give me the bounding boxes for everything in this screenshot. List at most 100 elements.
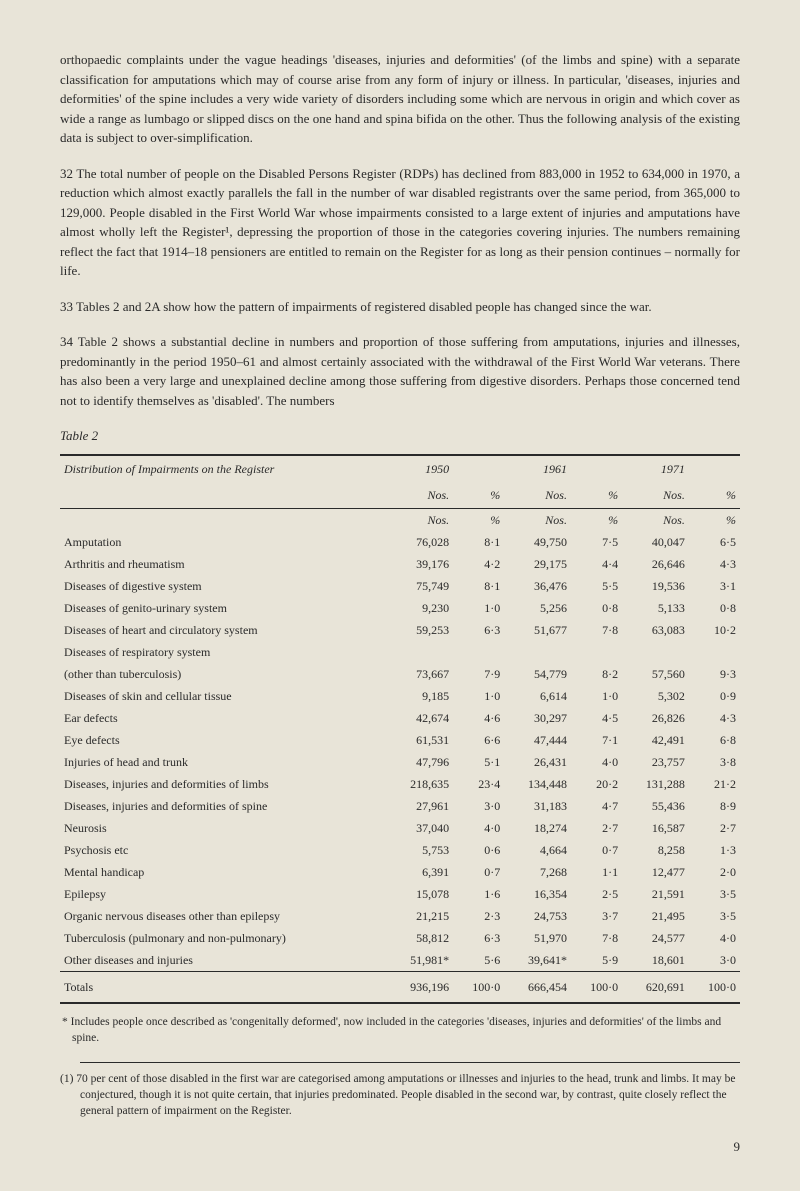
subhead: % — [689, 482, 740, 509]
data-cell: 26,431 — [504, 751, 571, 773]
data-cell: 6·6 — [453, 729, 504, 751]
data-cell: 3·5 — [689, 883, 740, 905]
totals-cell: 666,454 — [504, 971, 571, 1003]
data-cell: 75,749 — [386, 575, 453, 597]
table-row: Organic nervous diseases other than epil… — [60, 905, 740, 927]
data-cell: 4·5 — [571, 707, 622, 729]
data-cell — [689, 641, 740, 663]
subhead: % — [453, 482, 504, 509]
data-cell: 0·8 — [689, 597, 740, 619]
data-cell: 6·5 — [689, 531, 740, 553]
data-cell: 4·0 — [453, 817, 504, 839]
data-cell: 3·0 — [453, 795, 504, 817]
data-cell: 55,436 — [622, 795, 689, 817]
table-row: Psychosis etc5,7530·64,6640·78,2581·3 — [60, 839, 740, 861]
data-cell: 15,078 — [386, 883, 453, 905]
paragraph-3: 33 Tables 2 and 2A show how the pattern … — [60, 297, 740, 317]
data-cell: 5·5 — [571, 575, 622, 597]
totals-cell: 100·0 — [453, 971, 504, 1003]
subhead: Nos. — [622, 482, 689, 509]
data-cell: 57,560 — [622, 663, 689, 685]
data-cell: 19,536 — [622, 575, 689, 597]
data-cell: 18,274 — [504, 817, 571, 839]
row-label: Amputation — [60, 531, 386, 553]
data-cell: 5,133 — [622, 597, 689, 619]
data-cell: 1·0 — [571, 685, 622, 707]
data-cell: 4·2 — [453, 553, 504, 575]
data-cell: 2·3 — [453, 905, 504, 927]
totals-cell: 620,691 — [622, 971, 689, 1003]
data-cell: 131,288 — [622, 773, 689, 795]
data-cell: 42,491 — [622, 729, 689, 751]
unit: Nos. — [622, 508, 689, 531]
data-cell: 3·1 — [689, 575, 740, 597]
data-cell: 54,779 — [504, 663, 571, 685]
table-row: Neurosis37,0404·018,2742·716,5872·7 — [60, 817, 740, 839]
table-row: Diseases, injuries and deformities of li… — [60, 773, 740, 795]
row-label: Arthritis and rheumatism — [60, 553, 386, 575]
table-row: Diseases of digestive system75,7498·136,… — [60, 575, 740, 597]
data-cell: 4,664 — [504, 839, 571, 861]
data-cell: 1·3 — [689, 839, 740, 861]
row-label: Psychosis etc — [60, 839, 386, 861]
data-cell: 1·0 — [453, 685, 504, 707]
data-cell: 4·0 — [571, 751, 622, 773]
data-cell: 10·2 — [689, 619, 740, 641]
data-cell: 29,175 — [504, 553, 571, 575]
data-cell: 4·6 — [453, 707, 504, 729]
row-label: Eye defects — [60, 729, 386, 751]
table-row: Tuberculosis (pulmonary and non-pulmonar… — [60, 927, 740, 949]
data-cell: 9,230 — [386, 597, 453, 619]
data-cell: 7·8 — [571, 927, 622, 949]
data-cell: 16,354 — [504, 883, 571, 905]
table-row: Diseases of genito-urinary system9,2301·… — [60, 597, 740, 619]
table-row: Injuries of head and trunk47,7965·126,43… — [60, 751, 740, 773]
table-title: Distribution of Impairments on the Regis… — [60, 455, 386, 482]
data-cell: 4·0 — [689, 927, 740, 949]
data-cell: 4·3 — [689, 553, 740, 575]
totals-cell: 100·0 — [689, 971, 740, 1003]
totals-cell: 100·0 — [571, 971, 622, 1003]
data-cell: 8,258 — [622, 839, 689, 861]
col-year-1971: 1971 — [622, 455, 689, 482]
data-cell: 3·8 — [689, 751, 740, 773]
table-row: Other diseases and injuries51,981*5·639,… — [60, 949, 740, 972]
unit: % — [689, 508, 740, 531]
data-cell: 7·1 — [571, 729, 622, 751]
data-cell: 21,591 — [622, 883, 689, 905]
data-cell: 63,083 — [622, 619, 689, 641]
col-year-1950: 1950 — [386, 455, 453, 482]
data-cell: 6·3 — [453, 619, 504, 641]
data-cell: 21·2 — [689, 773, 740, 795]
row-label: Injuries of head and trunk — [60, 751, 386, 773]
data-cell: 26,646 — [622, 553, 689, 575]
data-cell: 3·0 — [689, 949, 740, 972]
data-cell: 47,444 — [504, 729, 571, 751]
data-cell: 58,812 — [386, 927, 453, 949]
data-cell: 5,302 — [622, 685, 689, 707]
data-cell — [386, 641, 453, 663]
row-label: Epilepsy — [60, 883, 386, 905]
data-cell: 0·7 — [571, 839, 622, 861]
data-cell: 3·7 — [571, 905, 622, 927]
data-cell — [453, 641, 504, 663]
data-cell: 9,185 — [386, 685, 453, 707]
data-cell: 24,753 — [504, 905, 571, 927]
data-cell: 7,268 — [504, 861, 571, 883]
data-cell: 0·8 — [571, 597, 622, 619]
row-label: Diseases, injuries and deformities of li… — [60, 773, 386, 795]
data-cell: 0·6 — [453, 839, 504, 861]
data-cell: 6·3 — [453, 927, 504, 949]
row-label: Diseases of heart and circulatory system — [60, 619, 386, 641]
table-row: Ear defects42,6744·630,2974·526,8264·3 — [60, 707, 740, 729]
data-cell: 2·0 — [689, 861, 740, 883]
data-cell: 39,641* — [504, 949, 571, 972]
data-cell: 2·7 — [571, 817, 622, 839]
data-cell: 37,040 — [386, 817, 453, 839]
data-cell: 21,495 — [622, 905, 689, 927]
data-cell: 51,677 — [504, 619, 571, 641]
unit: Nos. — [504, 508, 571, 531]
paragraph-2: 32 The total number of people on the Dis… — [60, 164, 740, 281]
data-cell: 36,476 — [504, 575, 571, 597]
data-cell: 2·5 — [571, 883, 622, 905]
